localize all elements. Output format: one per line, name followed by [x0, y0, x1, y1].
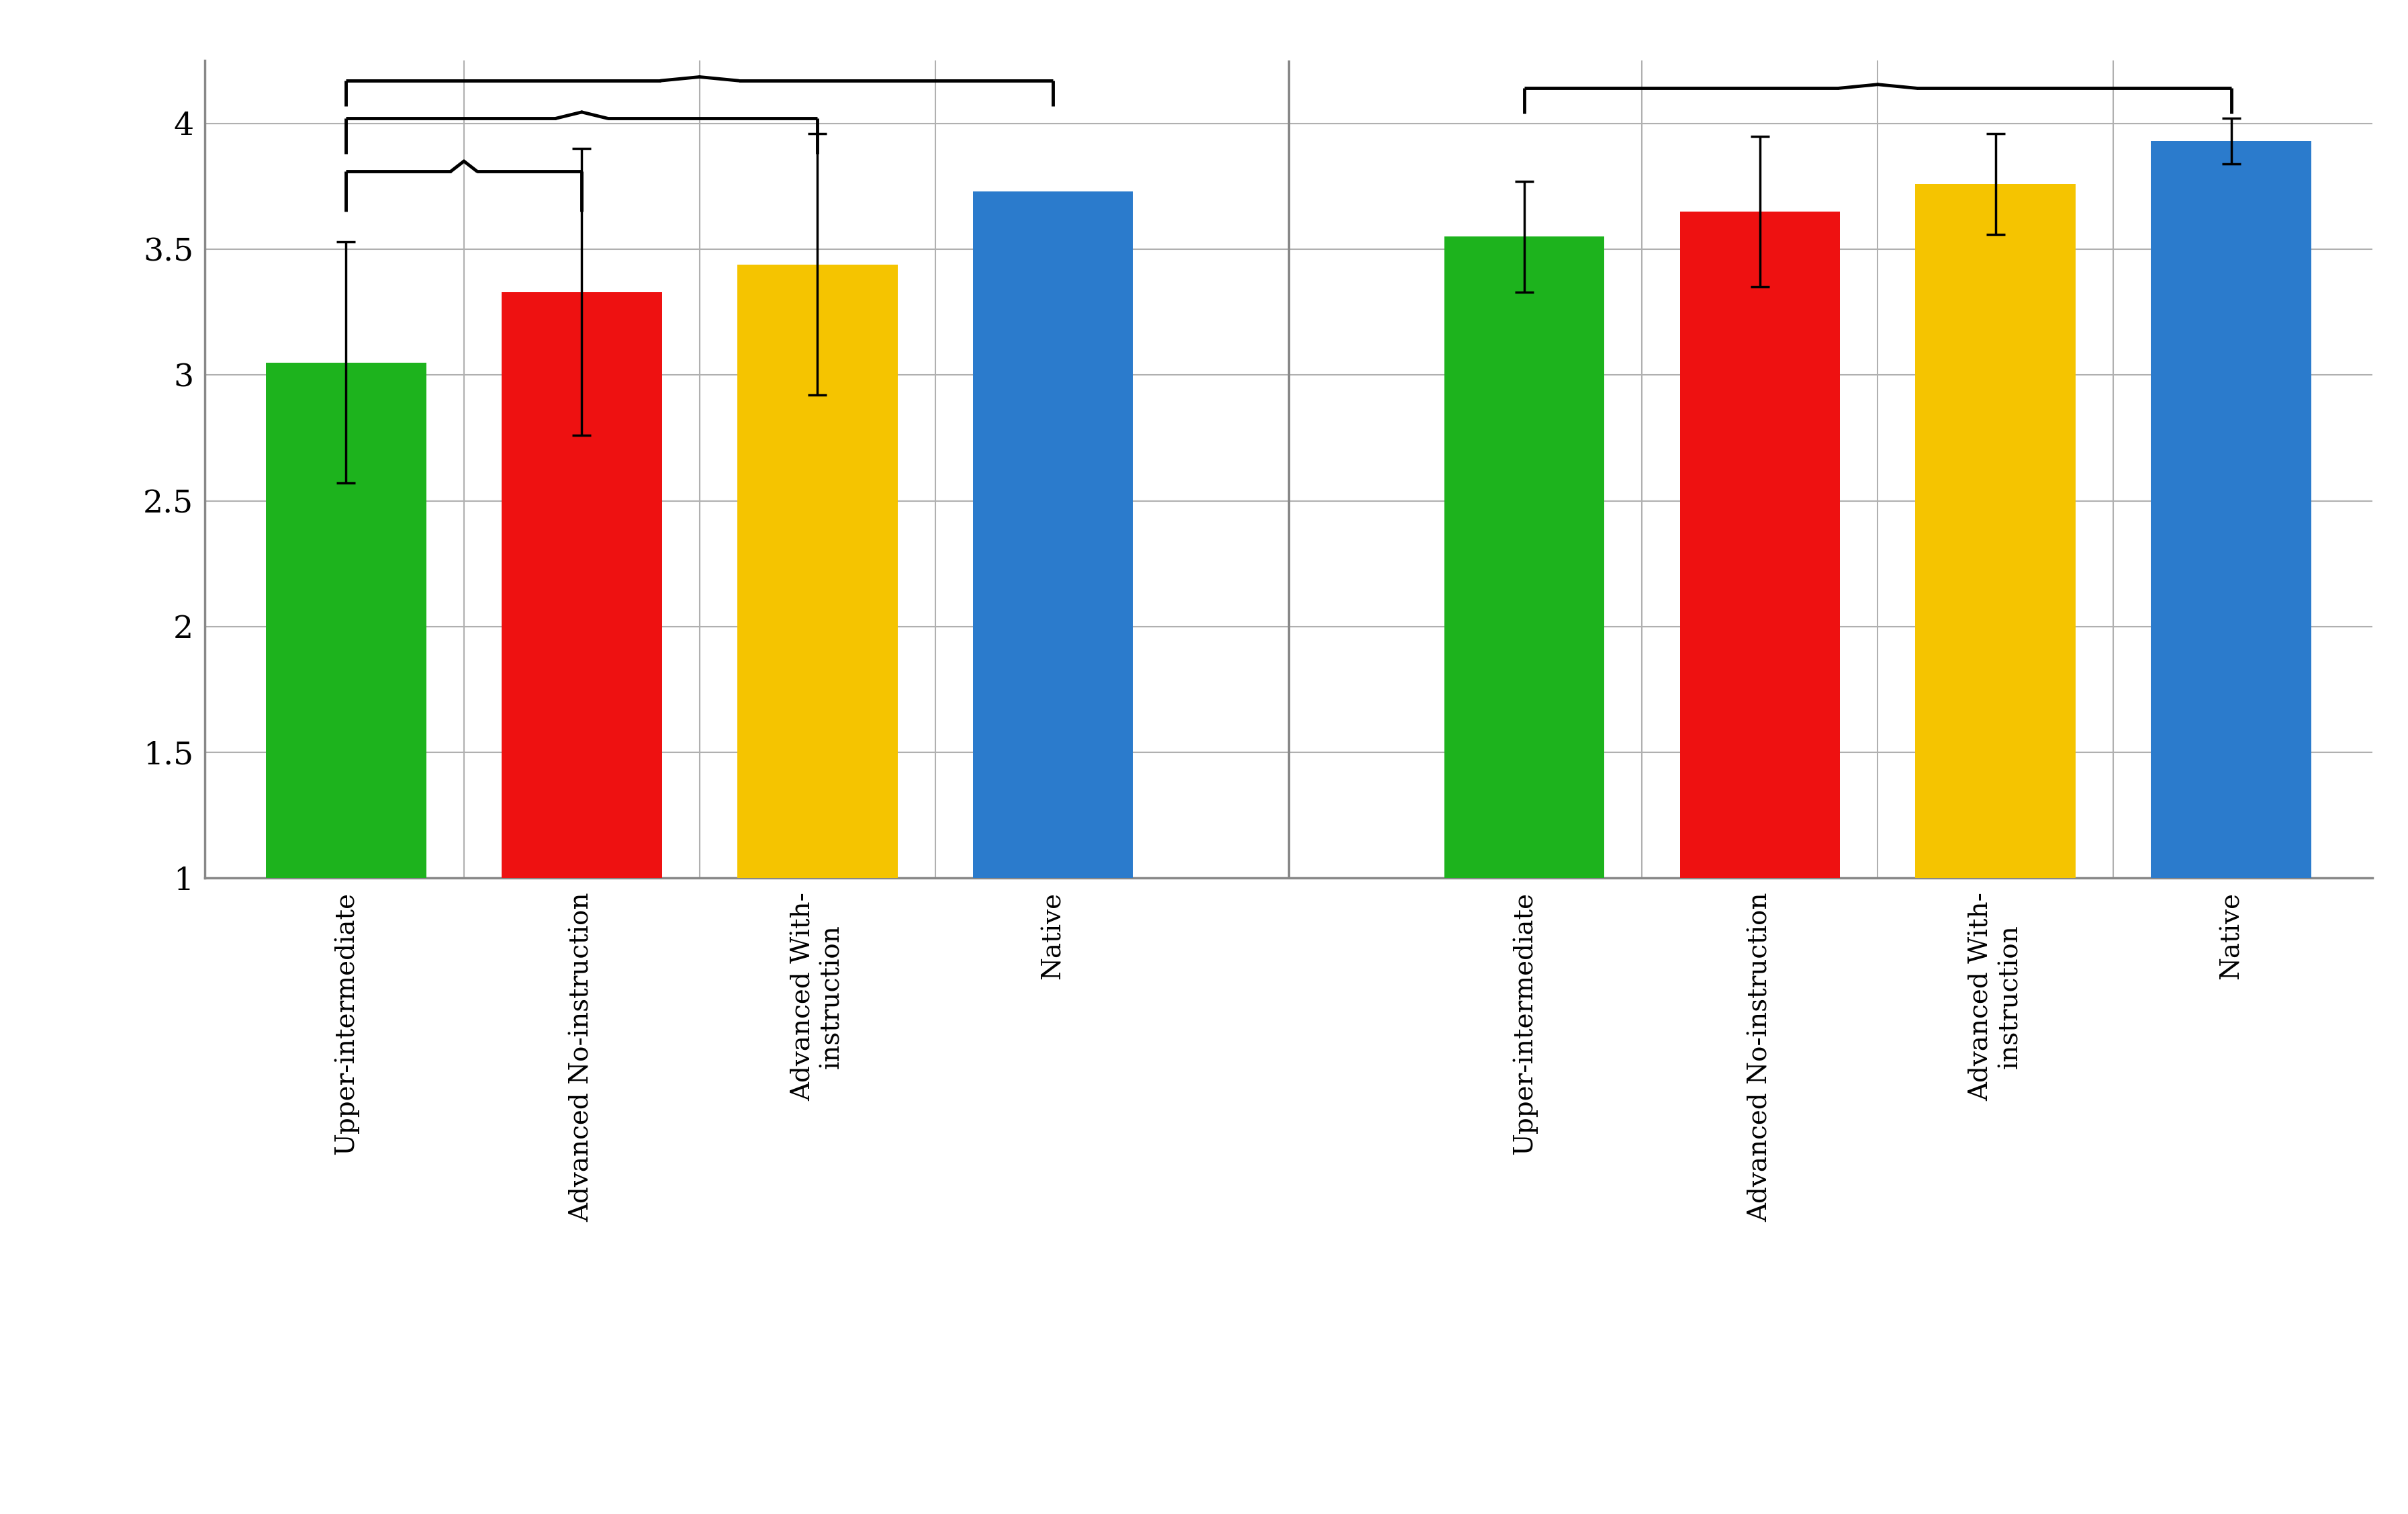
Bar: [737, 265, 898, 878]
Bar: [1678, 212, 1840, 878]
Bar: [2150, 141, 2312, 878]
Bar: [1445, 236, 1604, 878]
Bar: [1914, 183, 2076, 878]
Bar: [973, 191, 1132, 878]
Bar: [265, 362, 426, 878]
Bar: [501, 292, 662, 878]
